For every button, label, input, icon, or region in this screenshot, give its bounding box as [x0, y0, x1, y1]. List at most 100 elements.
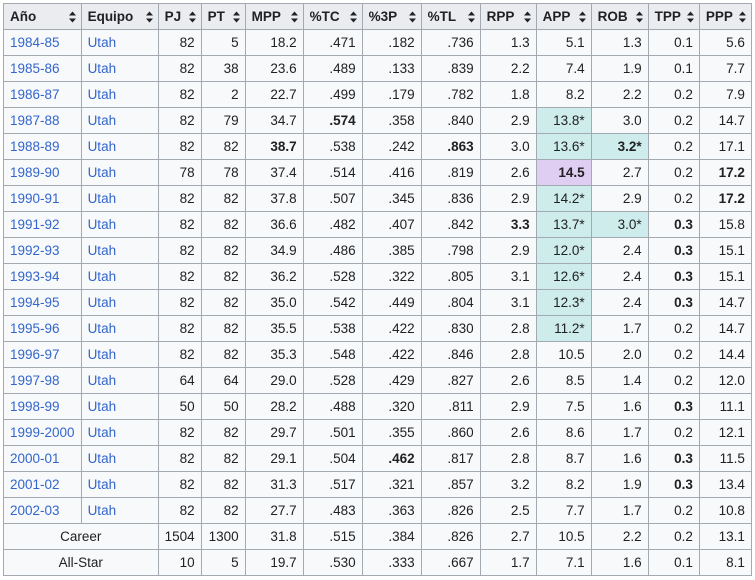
cell-pj: 82	[157, 107, 202, 134]
team-link[interactable]: Utah	[80, 211, 159, 238]
team-link[interactable]: Utah	[80, 55, 159, 82]
year-link[interactable]: 1986-87	[3, 81, 82, 108]
col-header-mpp[interactable]: MPP	[244, 3, 304, 30]
cell-pt: 82	[200, 315, 246, 342]
year-link[interactable]: 1993-94	[3, 263, 82, 290]
cell-ppp: 12.0	[698, 367, 752, 394]
cell-tpp: 0.1	[647, 549, 700, 576]
col-header-3p[interactable]: %3P	[361, 3, 422, 30]
team-link[interactable]: Utah	[80, 471, 159, 498]
year-link[interactable]: 1987-88	[3, 107, 82, 134]
cell-pj: 82	[157, 211, 202, 238]
team-link[interactable]: Utah	[80, 393, 159, 420]
year-link[interactable]: 1989-90	[3, 159, 82, 186]
cell-ppp: 15.1	[698, 237, 752, 264]
col-header-rpp[interactable]: RPP	[479, 3, 537, 30]
team-link[interactable]: Utah	[80, 133, 159, 160]
cell-ppp: 13.1	[698, 523, 752, 550]
team-link[interactable]: Utah	[80, 289, 159, 316]
cell-3p: .358	[361, 107, 422, 134]
cell-tl: .819	[420, 159, 481, 186]
cell-pj: 82	[157, 29, 202, 56]
col-header-rob[interactable]: ROB	[590, 3, 649, 30]
header-label: PT	[207, 9, 225, 24]
year-link[interactable]: 1990-91	[3, 185, 82, 212]
team-link[interactable]: Utah	[80, 445, 159, 472]
cell-3p: .384	[361, 523, 422, 550]
col-header-pj[interactable]: PJ	[157, 3, 202, 30]
col-header-equipo[interactable]: Equipo	[80, 3, 159, 30]
cell-tc: .489	[302, 55, 363, 82]
year-link[interactable]: 2000-01	[3, 445, 82, 472]
sort-icon	[408, 11, 416, 22]
cell-3p: .242	[361, 133, 422, 160]
team-link[interactable]: Utah	[80, 367, 159, 394]
year-link[interactable]: 1992-93	[3, 237, 82, 264]
header-label: PJ	[164, 9, 182, 24]
cell-rpp: 2.6	[479, 159, 537, 186]
cell-3p: .182	[361, 29, 422, 56]
year-link[interactable]: 2002-03	[3, 497, 82, 524]
header-label: TPP	[654, 9, 681, 24]
col-header-tl[interactable]: %TL	[420, 3, 481, 30]
cell-tpp: 0.3	[647, 445, 700, 472]
year-link[interactable]: 1988-89	[3, 133, 82, 160]
year-link[interactable]: 1985-86	[3, 55, 82, 82]
team-link[interactable]: Utah	[80, 419, 159, 446]
cell-tc: .507	[302, 185, 363, 212]
cell-tpp: 0.2	[647, 419, 700, 446]
cell-rob: 1.9	[590, 55, 649, 82]
year-link[interactable]: 1991-92	[3, 211, 82, 238]
sort-icon	[349, 11, 357, 22]
summary-label: Career	[3, 523, 159, 550]
col-header-ano[interactable]: Año	[3, 3, 82, 30]
team-link[interactable]: Utah	[80, 315, 159, 342]
col-header-tc[interactable]: %TC	[302, 3, 363, 30]
year-link[interactable]: 1997-98	[3, 367, 82, 394]
cell-app: 12.0*	[535, 237, 592, 264]
col-header-ppp[interactable]: PPP	[698, 3, 752, 30]
year-link[interactable]: 2001-02	[3, 471, 82, 498]
cell-tc: .528	[302, 367, 363, 394]
cell-ppp: 17.2	[698, 185, 752, 212]
cell-tc: .504	[302, 445, 363, 472]
team-link[interactable]: Utah	[80, 107, 159, 134]
team-link[interactable]: Utah	[80, 263, 159, 290]
header-label: %TL	[427, 9, 457, 24]
team-link[interactable]: Utah	[80, 81, 159, 108]
cell-pt: 82	[200, 211, 246, 238]
team-link[interactable]: Utah	[80, 185, 159, 212]
col-header-app[interactable]: APP	[535, 3, 592, 30]
cell-rob: 2.4	[590, 289, 649, 316]
cell-tc: .574	[302, 107, 363, 134]
col-header-pt[interactable]: PT	[200, 3, 246, 30]
cell-tl: .811	[420, 393, 481, 420]
team-link[interactable]: Utah	[80, 341, 159, 368]
team-link[interactable]: Utah	[80, 29, 159, 56]
team-link[interactable]: Utah	[80, 237, 159, 264]
year-link[interactable]: 1994-95	[3, 289, 82, 316]
cell-rob: 1.7	[590, 497, 649, 524]
col-header-tpp[interactable]: TPP	[647, 3, 700, 30]
cell-tl: .840	[420, 107, 481, 134]
year-link[interactable]: 1996-97	[3, 341, 82, 368]
year-link[interactable]: 1998-99	[3, 393, 82, 420]
cell-rob: 2.4	[590, 263, 649, 290]
cell-mpp: 18.2	[244, 29, 304, 56]
cell-rob: 2.2	[590, 81, 649, 108]
cell-3p: .429	[361, 367, 422, 394]
sort-icon	[467, 11, 475, 22]
header-label: %TC	[309, 9, 340, 24]
cell-mpp: 31.8	[244, 523, 304, 550]
cell-pj: 50	[157, 393, 202, 420]
team-link[interactable]: Utah	[80, 159, 159, 186]
table-row: 2000-01 Utah 82 82 29.1.504.462.817 2.8 8.7 1.6…	[3, 445, 752, 472]
cell-3p: .179	[361, 81, 422, 108]
year-link[interactable]: 1999-2000	[3, 419, 82, 446]
cell-pj: 10	[157, 549, 202, 576]
year-link[interactable]: 1995-96	[3, 315, 82, 342]
year-link[interactable]: 1984-85	[3, 29, 82, 56]
header-label: Equipo	[87, 9, 134, 24]
team-link[interactable]: Utah	[80, 497, 159, 524]
cell-mpp: 23.6	[244, 55, 304, 82]
